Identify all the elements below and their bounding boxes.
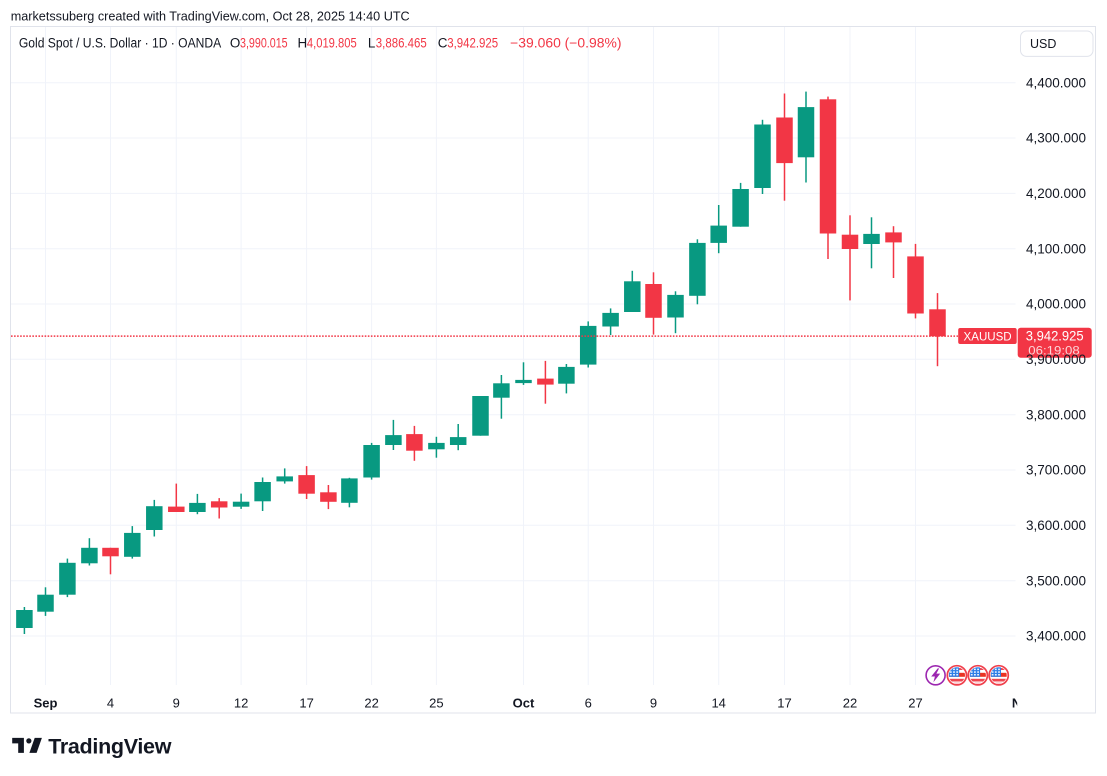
svg-text:3,600.000: 3,600.000 — [1026, 518, 1086, 533]
svg-text:22: 22 — [843, 696, 857, 711]
svg-text:14: 14 — [711, 696, 725, 711]
svg-text:3,700.000: 3,700.000 — [1026, 463, 1086, 478]
svg-text:H: H — [298, 36, 308, 51]
svg-text:4: 4 — [107, 696, 114, 711]
svg-text:3,990.015: 3,990.015 — [240, 36, 288, 51]
svg-text:C: C — [438, 36, 448, 51]
svg-text:4,200.000: 4,200.000 — [1026, 186, 1086, 201]
svg-text:3,942.925: 3,942.925 — [447, 36, 498, 51]
svg-text:3,900.000: 3,900.000 — [1026, 352, 1086, 367]
svg-text:12: 12 — [234, 696, 248, 711]
svg-text:22: 22 — [364, 696, 378, 711]
svg-text:3,800.000: 3,800.000 — [1026, 407, 1086, 422]
svg-text:17: 17 — [777, 696, 791, 711]
svg-text:9: 9 — [173, 696, 180, 711]
svg-text:3,400.000: 3,400.000 — [1026, 629, 1086, 644]
svg-text:4,300.000: 4,300.000 — [1026, 131, 1086, 146]
svg-text:XAUUSD: XAUUSD — [964, 330, 1012, 344]
svg-text:3,942.925: 3,942.925 — [1026, 328, 1084, 343]
svg-text:25: 25 — [429, 696, 443, 711]
svg-text:4,000.000: 4,000.000 — [1026, 297, 1086, 312]
svg-text:06:19:08: 06:19:08 — [1028, 343, 1080, 357]
svg-text:3,500.000: 3,500.000 — [1026, 573, 1086, 588]
svg-text:4,019.805: 4,019.805 — [307, 36, 357, 51]
svg-text:TradingView: TradingView — [48, 734, 172, 758]
svg-text:O: O — [230, 36, 240, 51]
svg-text:−39.060 (−0.98%): −39.060 (−0.98%) — [510, 36, 621, 51]
svg-text:marketssuberg created with Tra: marketssuberg created with TradingView.c… — [11, 9, 410, 24]
svg-text:Sep: Sep — [34, 696, 58, 711]
svg-text:9: 9 — [650, 696, 657, 711]
svg-text:USD: USD — [1030, 37, 1056, 51]
svg-text:L: L — [368, 36, 375, 51]
svg-text:27: 27 — [908, 696, 922, 711]
svg-text:Nov: Nov — [1012, 696, 1037, 711]
svg-text:17: 17 — [299, 696, 313, 711]
svg-text:4,100.000: 4,100.000 — [1026, 241, 1086, 256]
svg-text:6: 6 — [585, 696, 592, 711]
svg-text:4,400.000: 4,400.000 — [1026, 75, 1086, 90]
svg-text:Gold Spot / U.S. Dollar · 1D ·: Gold Spot / U.S. Dollar · 1D · OANDA — [19, 36, 221, 51]
svg-text:Oct: Oct — [513, 696, 535, 711]
svg-text:3,886.465: 3,886.465 — [376, 36, 427, 51]
